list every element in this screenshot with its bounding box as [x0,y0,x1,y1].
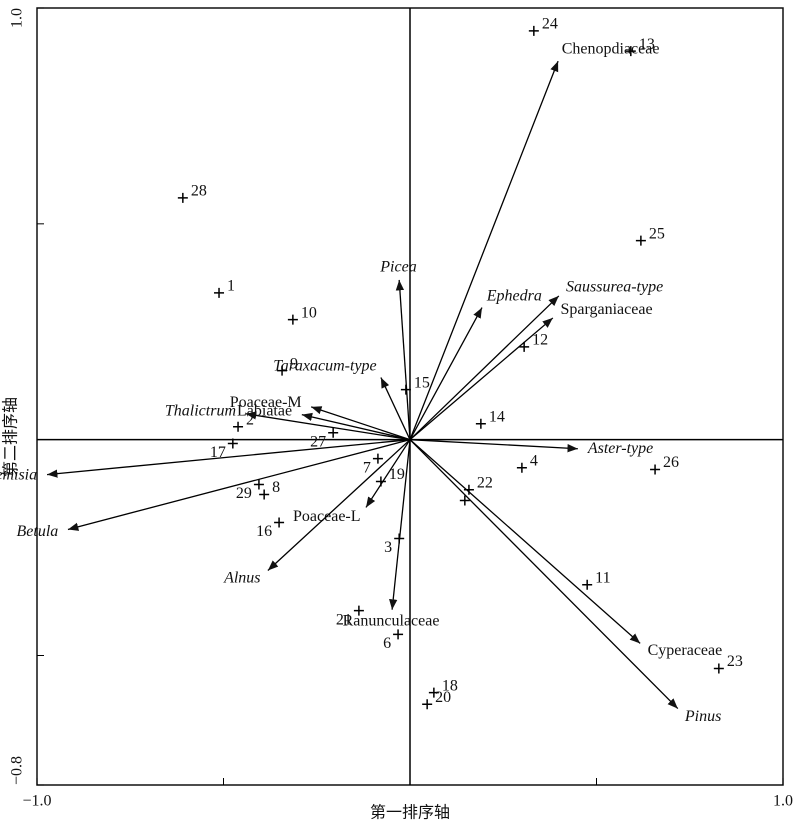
sample-label: 19 [389,466,405,483]
sample-point [375,476,386,487]
sample-label: 20 [435,689,451,706]
species-arrow [310,406,411,441]
sample-point [650,464,661,475]
sample-label: 16 [256,523,272,540]
species-label: Taraxacum-type [273,357,376,374]
sample-point [277,365,288,376]
species-arrow [395,279,411,440]
sample-point [328,427,339,438]
sample-point [274,517,285,528]
sample-point [428,687,439,698]
sample-label: 21 [336,611,352,628]
sample-point [214,287,225,298]
sample-label: 8 [272,479,280,496]
species-arrow [409,439,679,710]
species-label: Poaceae-M [230,394,302,411]
sample-point [353,605,364,616]
sample-label: 27 [310,433,326,450]
sample-point [372,453,383,464]
sample-label: 4 [530,452,538,469]
sample-label: 3 [384,539,392,556]
sample-point [233,421,244,432]
species-arrow [409,60,559,440]
x-tick-label: −1.0 [22,793,51,810]
sample-point [394,533,405,544]
sample-point [422,699,433,710]
species-arrow [245,411,411,441]
sample-label: 12 [532,332,548,349]
sample-label: 9 [290,355,298,372]
sample-label: 28 [191,183,207,200]
species-label: Artemisia [0,466,37,483]
species-label: Chenopdiaceae [562,41,660,58]
sample-label: 24 [542,16,558,33]
sample-label: 2 [246,411,254,428]
sample-point [400,384,411,395]
species-label: Picea [379,259,416,276]
sample-label: 25 [649,225,665,242]
sample-label: 6 [383,635,391,652]
sample-point [393,629,404,640]
species-label: Labiatae [237,403,292,420]
y-tick-label: −0.8 [9,756,26,785]
species-label: Ephedra [486,288,542,305]
sample-point [528,25,539,36]
x-tick-label: 1.0 [773,793,793,810]
sample-label: 1 [227,278,235,295]
sample-point [227,438,238,449]
sample-point [713,663,724,674]
sample-point [516,462,527,473]
species-label: Thalictrum [165,403,236,420]
sample-point [582,579,593,590]
sample-label: 29 [236,485,252,502]
sample-point [287,314,298,325]
species-arrow [409,307,483,440]
sample-point [253,479,264,490]
sample-point [475,418,486,429]
sample-label: 17 [210,444,226,461]
species-label: Pinus [684,708,721,725]
species-label: Alnus [223,569,260,586]
species-label: Cyperaceae [648,642,723,659]
species-arrow [267,439,411,571]
species-arrow [380,377,411,440]
sample-point [459,495,470,506]
sample-label: 26 [663,454,679,471]
sample-label: 15 [414,374,430,391]
species-arrow [389,439,411,610]
sample-point [625,46,636,57]
sample-point [259,489,270,500]
species-arrow [301,412,411,441]
species-arrow [409,439,641,644]
sample-label: 18 [442,677,458,694]
sample-label: 23 [727,653,743,670]
sample-label: 13 [639,36,655,53]
sample-label: 10 [301,304,317,321]
sample-label: 22 [477,474,493,491]
sample-point [177,192,188,203]
y-axis-label: 第二排序轴 [2,397,20,477]
species-arrow [47,439,411,478]
x-axis-label: 第一排序轴 [370,804,450,822]
sample-point [519,341,530,352]
sample-label: 11 [595,569,610,586]
species-arrow [365,439,411,508]
species-arrow [409,317,554,441]
species-arrow [409,295,560,441]
species-arrow [409,439,578,453]
species-label: Saussurea-type [566,278,663,295]
sample-label: 14 [489,408,505,425]
species-label: Betula [17,523,59,540]
species-label: Sparganiaceae [560,301,652,318]
sample-point [635,235,646,246]
sample-label: 7 [363,459,371,476]
species-arrow [67,439,411,531]
species-label: Ranunculaceae [343,612,440,629]
species-label: Aster-type [587,440,653,457]
y-tick-label: 1.0 [9,8,26,28]
sample-point [463,484,474,495]
